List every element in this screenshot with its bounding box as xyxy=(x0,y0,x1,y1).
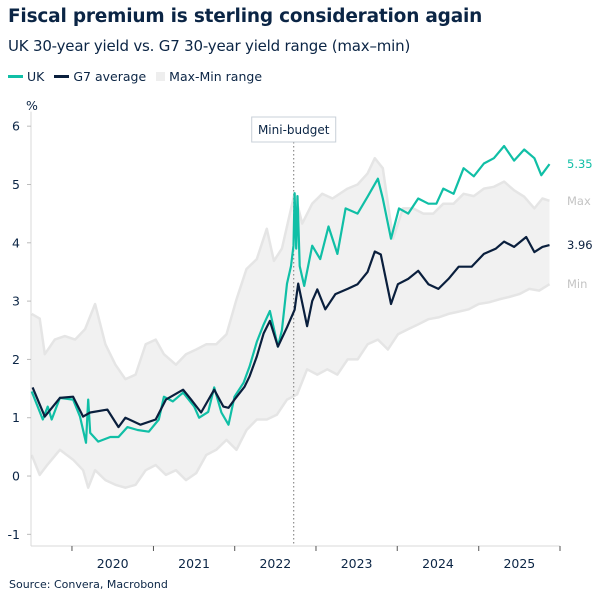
max-end-label: Max xyxy=(567,194,591,208)
y-tick-label: 5 xyxy=(12,177,20,192)
legend-label-g7-average: G7 average xyxy=(73,69,147,84)
uk-end-label: 5.35 xyxy=(567,157,593,171)
legend-swatch-g7-average xyxy=(54,75,70,78)
x-tick-label: 2020 xyxy=(97,556,129,571)
x-tick-label: 2023 xyxy=(341,556,373,571)
min-edge-line xyxy=(30,283,551,489)
legend-item-g7-average: G7 average xyxy=(54,69,146,84)
legend: UK G7 average Max-Min range xyxy=(8,69,266,84)
y-axis-unit: % xyxy=(26,98,38,113)
legend-swatch-uk xyxy=(8,75,23,78)
legend-swatch-range xyxy=(156,72,166,81)
min-end-label: Min xyxy=(567,277,587,291)
chart-subtitle: UK 30-year yield vs. G7 30-year yield ra… xyxy=(8,37,411,55)
g7-end-label: 3.96 xyxy=(567,238,593,252)
y-tick-label: 6 xyxy=(12,119,20,134)
mini-budget-label-box xyxy=(251,116,337,143)
g7-average-series-line xyxy=(31,235,550,429)
y-tick-label: 2 xyxy=(12,352,20,367)
y-tick-label: -1 xyxy=(8,527,20,542)
x-tick-label: 2025 xyxy=(503,556,535,571)
max-edge-line xyxy=(31,156,550,381)
y-tick-label: 1 xyxy=(12,410,20,425)
y-tick-label: 0 xyxy=(12,469,20,484)
x-tick-label: 2021 xyxy=(178,556,210,571)
x-tick-label: 2022 xyxy=(259,556,291,571)
legend-item-range: Max-Min range xyxy=(156,69,262,84)
chart-title: Fiscal premium is sterling consideration… xyxy=(8,6,483,27)
source-note: Source: Convera, Macrobond xyxy=(9,578,168,591)
y-tick-label: 3 xyxy=(12,294,20,309)
mini-budget-label: Mini-budget xyxy=(258,123,330,137)
y-tick-label: 4 xyxy=(12,235,20,250)
x-tick-label: 2024 xyxy=(422,556,454,571)
uk-series-line xyxy=(30,144,551,444)
legend-label-uk: UK xyxy=(27,69,45,84)
legend-label-range: Max-Min range xyxy=(169,69,263,84)
legend-item-uk: UK xyxy=(8,69,44,84)
